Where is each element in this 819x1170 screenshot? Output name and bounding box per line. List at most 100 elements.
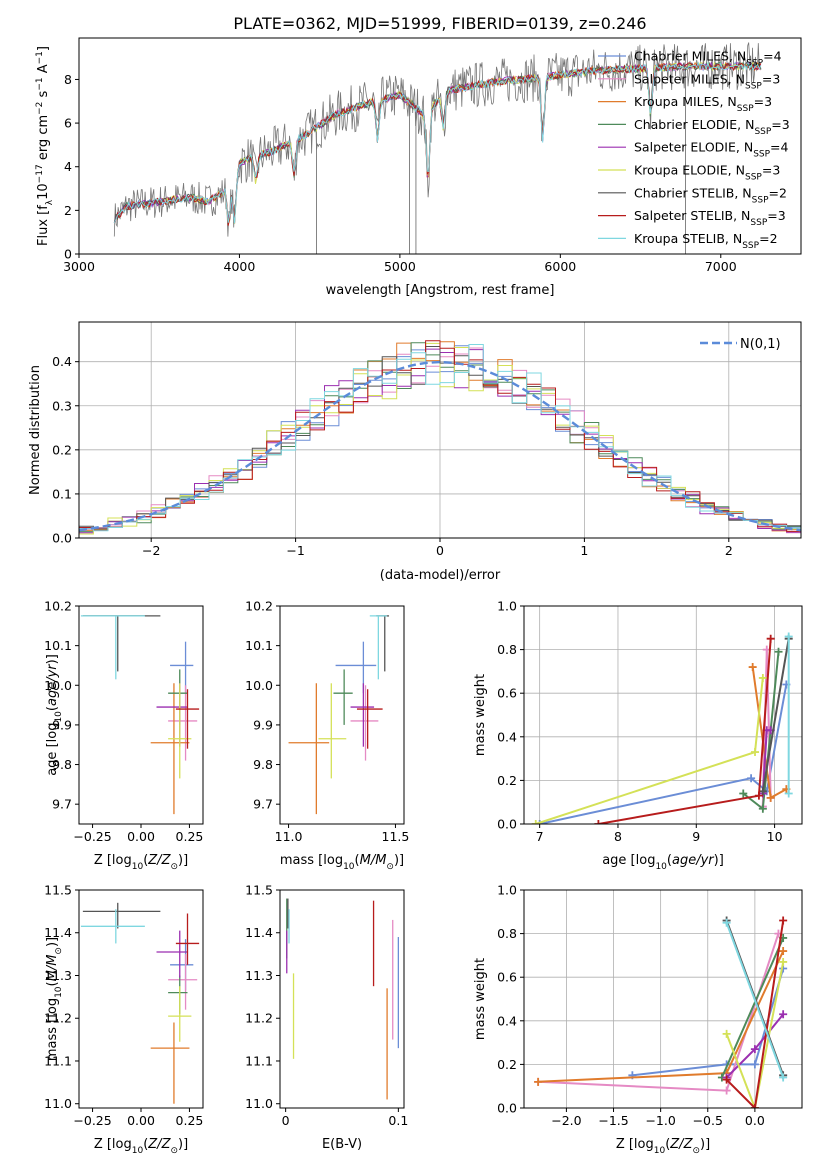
legend-nssp: 4 [774, 49, 782, 64]
plot-age-vs-Z: −0.25 0.00 0.25 9.7 9.8 9.9 10.0 10.1 10.2 Z [log… [44, 599, 204, 872]
weight-marker [750, 1104, 759, 1108]
plot-area [524, 890, 802, 1108]
y-tick-label: 11.3 [245, 968, 273, 983]
plot-spectrum: 3000 4000 5000 6000 7000 0 2 4 6 8 wavelength [Ang… [35, 37, 802, 298]
x-axis-label: wavelength [Angstrom, rest frame] [326, 283, 555, 298]
y-tick-label: 1.0 [497, 883, 517, 898]
plot-area [286, 898, 400, 1100]
weight-marker [534, 1077, 543, 1086]
legend-nssp: 3 [778, 208, 786, 223]
weight-marker [739, 789, 748, 798]
plot-weight-vs-age: 7 8 9 10 0.0 0.2 0.4 0.6 0.8 1.0 age [log10(age/yr… [473, 599, 803, 872]
weight-marker [758, 804, 767, 813]
x-axis-label: E(B-V) [322, 1137, 362, 1152]
x-tick-label: 4000 [224, 259, 256, 274]
y-tick-label: 11.4 [44, 925, 72, 940]
x-axis-label: Z [log10(Z/Z⊙)] [94, 1137, 188, 1156]
weight-marker [722, 1029, 731, 1038]
weight-marker [531, 820, 540, 824]
weight-marker [750, 1060, 759, 1069]
weight-marker [747, 774, 756, 783]
x-axis-label: mass [log10(M/M⊙)] [280, 853, 404, 872]
y-axis-label: age [log10(age/yr)] [45, 654, 64, 776]
legend-model-name: Kroupa STELIB [634, 231, 725, 246]
plot-area [524, 606, 802, 824]
model-fit-line [113, 60, 762, 224]
x-axis-label: Z [log10(Z/Z⊙)] [94, 853, 188, 872]
residual-histogram [79, 344, 801, 532]
legend-entry: Chabrier MILES, NSSP=4 [634, 49, 782, 69]
plot-mass-vs-Z: −0.25 0.00 0.25 11.0 11.1 11.2 11.3 11.4 11.5 Z [… [44, 883, 204, 1156]
y-tick-label: 10.2 [44, 599, 72, 614]
y-tick-label: 11.1 [245, 1053, 273, 1068]
weight-marker [779, 916, 788, 925]
gaussian-curve [79, 360, 801, 532]
y-tick-label: 0.1 [52, 486, 72, 501]
x-tick-label: −1 [286, 543, 304, 558]
axes-frame [523, 889, 803, 1109]
plot-mass-vs-EBV: 0 0.1 11.0 11.1 11.2 11.3 11.4 11.5 [245, 883, 408, 1129]
y-tick-label: 11.3 [44, 968, 72, 983]
axes-frame [523, 605, 803, 825]
x-tick-label: −0.25 [73, 1113, 111, 1128]
x-tick-label: 0.25 [176, 829, 204, 844]
x-tick-label: −1.0 [645, 1113, 675, 1128]
y-tick-label: 10.2 [245, 599, 273, 614]
y-tick-label: 11.2 [245, 1011, 273, 1026]
y-tick-label: 11.2 [44, 1011, 72, 1026]
weight-marker [535, 820, 544, 824]
y-tick-label: 0.6 [497, 686, 517, 701]
y-tick-label: 11.0 [245, 1096, 273, 1111]
axes-frame [78, 605, 204, 825]
x-tick-label: 0.00 [127, 1113, 155, 1128]
plot-weight-vs-Z: −2.0 −1.5 −1.0 −0.5 0.0 0.0 0.2 0.4 0.6 0.8 1.0 Z [… [473, 883, 803, 1156]
weight-marker [758, 673, 767, 682]
legend-model-name: Salpeter STELIB [634, 208, 733, 223]
y-tick-label: 2 [64, 203, 72, 218]
legend-model-name: Chabrier STELIB [634, 185, 734, 200]
axes-frame [78, 889, 204, 1109]
y-tick-label: 11.4 [245, 925, 273, 940]
weight-line [725, 961, 785, 1108]
y-tick-label: 8 [64, 72, 72, 87]
x-tick-label: 10 [767, 829, 783, 844]
weight-marker [722, 1075, 731, 1084]
x-tick-label: 0.0 [745, 1113, 765, 1128]
y-tick-label: 10.1 [245, 638, 273, 653]
legend-entry: Salpeter STELIB, NSSP=3 [634, 208, 786, 228]
plot-area [79, 322, 801, 538]
weight-marker [751, 748, 760, 757]
x-tick-label: 9 [692, 829, 700, 844]
plot-area [113, 42, 762, 254]
x-tick-label: 0.25 [176, 1113, 204, 1128]
plot-residuals: −2 −1 0 1 2 0.0 0.1 0.2 0.3 0.4 N(0,1) (data-model)… [28, 321, 802, 583]
y-tick-label: 0.4 [52, 354, 72, 369]
y-axis-label: Normed distribution [28, 365, 43, 495]
weight-marker [784, 789, 793, 798]
x-tick-label: −2 [142, 543, 160, 558]
x-tick-label: 0.00 [127, 829, 155, 844]
x-tick-label: 6000 [544, 259, 576, 274]
legend-nssp: 3 [764, 94, 772, 109]
x-tick-label: 11.5 [382, 829, 410, 844]
y-tick-label: 0.0 [497, 817, 517, 832]
weight-marker [748, 663, 757, 672]
y-tick-label: 0.0 [52, 531, 72, 546]
y-tick-label: 1.0 [497, 599, 517, 614]
weight-marker [784, 632, 793, 641]
legend-entry: Kroupa MILES, NSSP=3 [634, 94, 772, 114]
weight-line [761, 638, 790, 792]
y-tick-label: 11.5 [245, 883, 273, 898]
y-axis-label: mass weight [473, 674, 488, 756]
y-tick-label: 10.0 [245, 678, 273, 693]
y-tick-label: 9.9 [253, 717, 273, 732]
y-tick-label: 11.1 [44, 1053, 72, 1068]
weight-marker [779, 1073, 788, 1082]
y-tick-label: 0.4 [497, 729, 517, 744]
x-tick-label: 7000 [705, 259, 737, 274]
plot-area [80, 615, 200, 815]
legend-nssp: 3 [782, 117, 790, 132]
legend-nssp: 4 [781, 140, 789, 155]
x-tick-label: −2.0 [551, 1113, 581, 1128]
x-tick-label: −0.25 [73, 829, 111, 844]
